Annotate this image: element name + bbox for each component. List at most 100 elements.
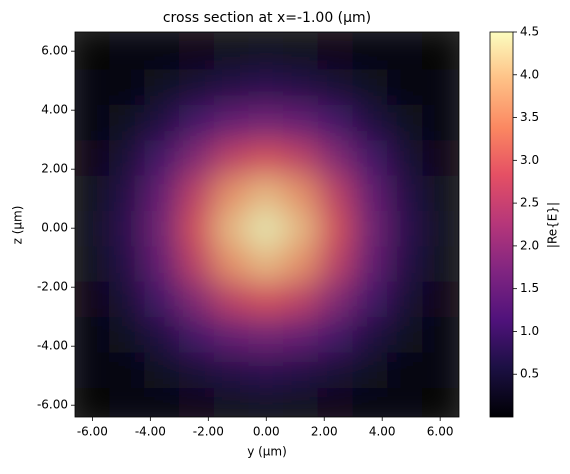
heatmap-cell [387,103,424,141]
heatmap-cell [75,209,111,247]
heatmap-cell [144,316,180,353]
heatmap-cell [109,386,146,417]
heatmap-cell [422,351,459,388]
colorbar-label: |Re{E}| [546,202,560,248]
heatmap-cell [248,139,285,176]
heatmap-cell [213,103,250,141]
heatmap-cell [75,316,111,353]
heatmap-cell [213,139,250,176]
heatmap-cell [109,32,146,70]
heatmap-cell [178,351,215,388]
heatmap-cell [283,351,319,388]
x-tick-label: -6.00 [77,425,108,439]
x-tick-label: 4.00 [369,425,396,439]
heatmap-cell [387,280,424,318]
heatmap-cell [352,32,389,70]
heatmap-cell [317,68,354,105]
heatmap-cell [248,32,285,70]
colorbar-tick-label: 2.0 [520,238,539,252]
heatmap-cell [109,245,146,282]
heatmap-cell [283,386,319,417]
colorbar-tick-label: 2.5 [520,196,539,210]
heatmap-cell [317,316,354,353]
heatmap-cell [352,174,389,211]
heatmap-cell [387,139,424,176]
heatmap-cell [422,32,459,70]
y-tick-label: 6.00 [41,44,68,58]
heatmap-cell [144,209,180,247]
heatmap-cell [422,174,459,211]
colorbar-tick-label: 0.5 [520,367,539,381]
heatmap-cell [248,280,285,318]
heatmap-cell [109,280,146,318]
heatmap-cell [109,351,146,388]
heatmap-cell [144,139,180,176]
heatmap [75,32,459,417]
heatmap-cell [387,245,424,282]
heatmap-cell [387,316,424,353]
heatmap-cell [283,245,319,282]
heatmap-cell [248,351,285,388]
heatmap-cell [422,316,459,353]
heatmap-cell [422,103,459,141]
heatmap-cell [283,174,319,211]
heatmap-cell [317,209,354,247]
heatmap-cell [352,68,389,105]
heatmap-cell [109,209,146,247]
y-tick-label: 2.00 [41,162,68,176]
heatmap-cell [317,139,354,176]
heatmap-cell [248,245,285,282]
heatmap-cell [422,245,459,282]
y-tick-label: -6.00 [37,398,68,412]
heatmap-cell [178,316,215,353]
heatmap-cell [248,209,285,247]
heatmap-cell [75,386,111,417]
heatmap-cell [144,32,180,70]
heatmap-cell [178,245,215,282]
heatmap-cell [178,103,215,141]
heatmap-cell [75,245,111,282]
heatmap-cell [178,174,215,211]
heatmap-cell [75,351,111,388]
heatmap-cell [387,174,424,211]
heatmap-cell [213,280,250,318]
heatmap-cell [422,280,459,318]
y-tick-label: -2.00 [37,280,68,294]
heatmap-cell [213,209,250,247]
heatmap-cell [317,32,354,70]
heatmap-cell [248,316,285,353]
heatmap-cell [283,68,319,105]
heatmap-cell [144,245,180,282]
y-tick-label: 0.00 [41,221,68,235]
y-axis-label: z (μm) [11,206,25,245]
heatmap-cell [317,245,354,282]
heatmap-cell [213,351,250,388]
heatmap-cell [75,32,111,70]
heatmap-cell [248,386,285,417]
colorbar-tick-label: 4.5 [520,25,539,39]
x-tick-label: 2.00 [311,425,338,439]
heatmap-cell [387,351,424,388]
heatmap-cell [283,209,319,247]
y-tick-label: -4.00 [37,339,68,353]
heatmap-cell [317,280,354,318]
heatmap-cell [352,209,389,247]
y-tick-label: 4.00 [41,103,68,117]
heatmap-cell [109,316,146,353]
heatmap-cell [144,174,180,211]
heatmap-cell [109,103,146,141]
colorbar-tick-label: 3.5 [520,110,539,124]
chart-title: cross section at x=-1.00 (μm) [163,10,371,26]
heatmap-cell [352,103,389,141]
heatmap-cell [178,139,215,176]
heatmap-cell [422,139,459,176]
heatmap-cell [283,103,319,141]
heatmap-cell [248,68,285,105]
plot-frame [74,31,460,418]
heatmap-cell [178,32,215,70]
heatmap-cell [178,386,215,417]
x-tick-label: -2.00 [193,425,224,439]
heatmap-cell [352,280,389,318]
heatmap-cell [352,386,389,417]
